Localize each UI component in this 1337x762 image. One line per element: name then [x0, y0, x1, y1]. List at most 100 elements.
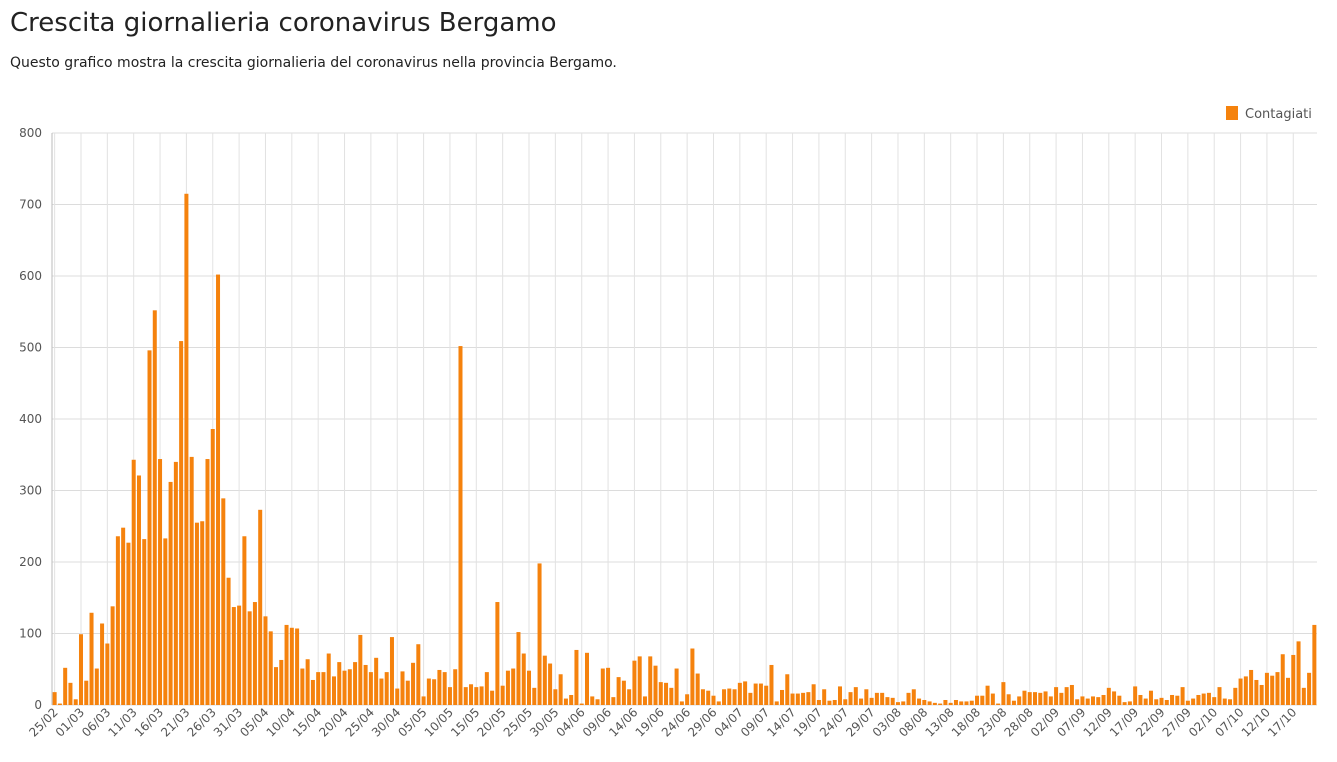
bar: [305, 659, 310, 705]
x-tick-label: 24/07: [817, 705, 851, 739]
x-tick-label: 27/09: [1160, 705, 1194, 739]
bar: [500, 685, 505, 705]
bar: [205, 459, 210, 705]
bar: [874, 692, 879, 705]
bar: [584, 652, 589, 705]
bar: [943, 699, 948, 705]
bar: [637, 656, 642, 705]
x-tick-label: 02/10: [1186, 705, 1220, 739]
bar: [189, 456, 194, 705]
bar: [495, 602, 500, 705]
bar: [1133, 686, 1138, 705]
bar: [595, 699, 600, 705]
bar: [732, 689, 737, 705]
bar: [869, 697, 874, 705]
bar: [405, 680, 410, 705]
x-tick-label: 18/08: [949, 705, 983, 739]
bar: [1222, 698, 1227, 705]
bar: [922, 699, 927, 705]
bar: [569, 694, 574, 705]
bar: [985, 685, 990, 705]
bar: [300, 668, 305, 705]
bar: [379, 678, 384, 705]
bar: [289, 627, 294, 705]
bar: [1090, 696, 1095, 705]
bar: [790, 693, 795, 705]
x-tick-label: 25/04: [343, 705, 377, 739]
bar: [832, 699, 837, 705]
y-tick-label: 200: [19, 555, 42, 569]
bar: [1011, 700, 1016, 705]
x-tick-label: 14/06: [606, 705, 640, 739]
bar: [811, 684, 816, 705]
bar: [52, 692, 57, 705]
bar: [695, 673, 700, 705]
y-tick-label: 800: [19, 126, 42, 140]
bar: [548, 663, 553, 705]
bar: [664, 682, 669, 705]
bar: [100, 623, 105, 705]
bar: [331, 676, 336, 705]
y-tick-label: 600: [19, 269, 42, 283]
bar: [1043, 691, 1048, 705]
bar: [1033, 692, 1038, 705]
bar: [221, 498, 226, 705]
bar: [527, 670, 532, 705]
bar: [1301, 687, 1306, 705]
bar: [158, 459, 163, 705]
bar: [252, 602, 257, 705]
x-tick-label: 02/09: [1028, 705, 1062, 739]
bar: [537, 563, 542, 705]
bar: [1085, 698, 1090, 705]
x-tick-label: 30/05: [527, 705, 561, 739]
x-tick-label: 16/03: [132, 705, 166, 739]
x-tick-label: 10/05: [422, 705, 456, 739]
bar: [764, 685, 769, 705]
x-tick-label: 29/06: [685, 705, 719, 739]
bar: [1164, 699, 1169, 705]
bar: [1280, 654, 1285, 705]
bar: [1122, 702, 1127, 705]
bar: [685, 694, 690, 705]
bar: [1064, 687, 1069, 705]
bar: [426, 678, 431, 705]
bar: [1059, 692, 1064, 705]
bar: [1196, 694, 1201, 705]
x-tick-label: 19/06: [633, 705, 667, 739]
bar: [642, 696, 647, 705]
bar: [1175, 695, 1180, 705]
bar: [442, 672, 447, 705]
bar: [78, 634, 83, 705]
bar: [901, 701, 906, 705]
x-tick-label: 13/08: [922, 705, 956, 739]
bar: [1101, 694, 1106, 705]
bar: [274, 667, 279, 705]
x-tick-label: 04/06: [553, 705, 587, 739]
bar: [753, 683, 758, 705]
x-tick-label: 30/04: [369, 705, 403, 739]
bar: [579, 703, 584, 705]
bar: [326, 653, 331, 705]
bar: [1212, 697, 1217, 705]
bar: [880, 692, 885, 705]
bar: [774, 701, 779, 705]
y-tick-label: 100: [19, 627, 42, 641]
bar: [1154, 699, 1159, 705]
x-tick-label: 31/03: [211, 705, 245, 739]
bar: [121, 527, 126, 705]
bar: [1112, 691, 1117, 705]
x-tick-label: 17/10: [1265, 705, 1299, 739]
legend-swatch: [1226, 106, 1238, 120]
bar: [353, 662, 358, 705]
bar: [163, 538, 168, 705]
bar: [89, 612, 94, 705]
bar: [801, 692, 806, 705]
bar: [1191, 698, 1196, 705]
x-tick-label: 29/07: [843, 705, 877, 739]
x-tick-label: 25/05: [501, 705, 535, 739]
chart-title: Crescita giornalieria coronavirus Bergam…: [10, 8, 557, 38]
bar: [1048, 696, 1053, 705]
bar: [179, 341, 184, 705]
bar: [1275, 672, 1280, 705]
